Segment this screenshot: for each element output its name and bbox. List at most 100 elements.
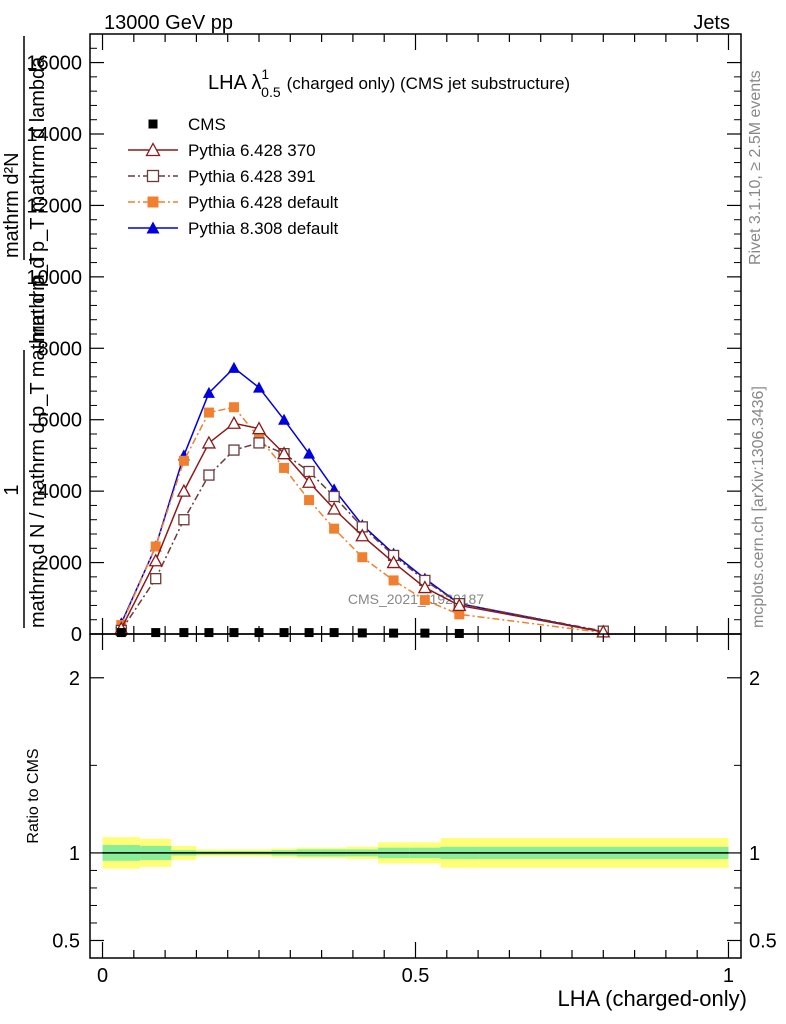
data-point (279, 462, 290, 473)
legend-item: Pythia 8.308 default (128, 219, 339, 238)
ylabel-right-den: mathrm d p_T mathrm d lambda (27, 56, 49, 342)
data-point (452, 598, 467, 612)
ratio-y-tick-label: 0.5 (52, 930, 80, 952)
ratio-y-ticks: 0.5 0.5 1 1 2 2 (52, 668, 777, 953)
y-tick-label: 10000 (26, 267, 82, 289)
legend-label: Pythia 8.308 default (188, 219, 339, 238)
data-point (227, 361, 240, 373)
data-point (254, 628, 264, 638)
data-point (150, 572, 162, 585)
data-point (201, 435, 217, 449)
data-point (148, 553, 163, 567)
data-point (304, 495, 315, 506)
data-point (329, 523, 340, 534)
main-x-ticks (101, 34, 730, 634)
ratio-panel: 0.5 0.5 1 1 2 2 0 0.5 1 Ratio to CMS (25, 633, 777, 987)
data-point (150, 541, 161, 552)
ratio-frame (89, 633, 742, 959)
analysis-watermark: CMS_2021_I1920187 (348, 591, 484, 607)
data-point (203, 469, 215, 481)
data-point (229, 628, 239, 638)
data-point (148, 119, 158, 129)
ratio-bands (102, 837, 729, 869)
ratio-y-tick-label: 2 (69, 668, 80, 690)
legend-label: Pythia 6.428 391 (188, 167, 316, 186)
data-point (176, 483, 191, 497)
title-rest: (charged only) (CMS jet substructure) (287, 74, 570, 93)
data-point (146, 169, 160, 183)
data-point (253, 437, 265, 449)
ratio-y-tick-label-right: 2 (749, 668, 760, 690)
series-line (120, 366, 604, 633)
legend-label: Pythia 6.428 370 (188, 141, 316, 160)
legend-item: Pythia 6.428 370 (128, 141, 316, 160)
data-point (204, 628, 214, 638)
data-point (279, 628, 289, 638)
data-point (304, 628, 314, 638)
y-tick-label: 14000 (26, 124, 82, 146)
legend-label: Pythia 6.428 default (188, 193, 339, 212)
x-tick-label: 1 (723, 965, 734, 987)
data-point (454, 609, 465, 620)
legend-item: CMS (148, 115, 226, 134)
data-point (178, 455, 189, 466)
data-point (357, 552, 368, 563)
data-point (228, 444, 240, 456)
data-point (228, 402, 239, 413)
title-main: LHA λ (208, 72, 261, 94)
data-point (145, 142, 161, 157)
data-point (329, 628, 339, 638)
ylabel-den: mathrm d N / mathrm d p_T mathrm d p_T (27, 253, 49, 628)
data-point (301, 474, 317, 488)
x-axis-label: LHA (charged-only) (557, 986, 747, 1011)
data-point (147, 196, 159, 208)
side-text-bottom: mcplots.cern.ch [arXiv:1306.3436] (750, 386, 767, 628)
ratio-ylabel: Ratio to CMS (25, 748, 42, 843)
x-tick-label: 0.5 (402, 965, 430, 987)
legend: CMS Pythia 6.428 370 Pythia 6.428 391 Pythi… (128, 115, 339, 238)
data-point (202, 386, 215, 398)
main-y-ticks: 0 2000 4000 6000 8000 10000 12000 14000 16000 (26, 33, 741, 646)
data-point (146, 221, 160, 234)
data-point (251, 421, 267, 435)
y-tick-label: 0 (71, 624, 82, 646)
ylabel-right-num: mathrm d²N (1, 152, 23, 258)
y-tick-label: 4000 (38, 481, 83, 503)
title-sub: 0.5 (261, 84, 281, 100)
side-text-top: Rivet 3.1.10, ≥ 2.5M events (747, 70, 764, 265)
y-tick-label: 8000 (38, 338, 83, 360)
data-point (203, 407, 214, 418)
data-point (276, 446, 292, 460)
data-point (386, 555, 401, 569)
ratio-x-ticks: 0 0.5 1 (97, 634, 734, 987)
data-point (420, 628, 430, 638)
series-pythia-6-428-370 (114, 415, 611, 638)
ratio-y-tick-label-right: 1 (749, 843, 760, 865)
y-tick-label: 16000 (26, 53, 82, 75)
legend-item: Pythia 6.428 391 (128, 167, 316, 186)
data-point (179, 628, 189, 638)
data-point (328, 490, 340, 503)
legend-item: Pythia 6.428 default (128, 193, 339, 212)
ylabel-num: 1 (1, 484, 23, 495)
data-point (226, 415, 242, 429)
data-point (253, 381, 266, 393)
data-point (178, 514, 190, 526)
series-layer (114, 361, 611, 638)
data-point (357, 628, 367, 638)
ratio-y-tick-label: 1 (69, 843, 80, 865)
data-point (327, 501, 342, 515)
x-tick-label: 0 (97, 965, 108, 987)
data-point (151, 628, 161, 638)
main-panel: 0 2000 4000 6000 8000 10000 12000 14000 16000 CM… (26, 33, 742, 646)
y-tick-label: 6000 (38, 410, 83, 432)
data-point (303, 447, 316, 459)
y-tick-label: 12000 (26, 195, 82, 217)
data-point (116, 628, 126, 638)
series-line (120, 406, 604, 634)
header-right: Jets (693, 12, 730, 34)
series-cms (116, 628, 464, 638)
data-point (419, 595, 430, 606)
data-point (355, 528, 370, 542)
